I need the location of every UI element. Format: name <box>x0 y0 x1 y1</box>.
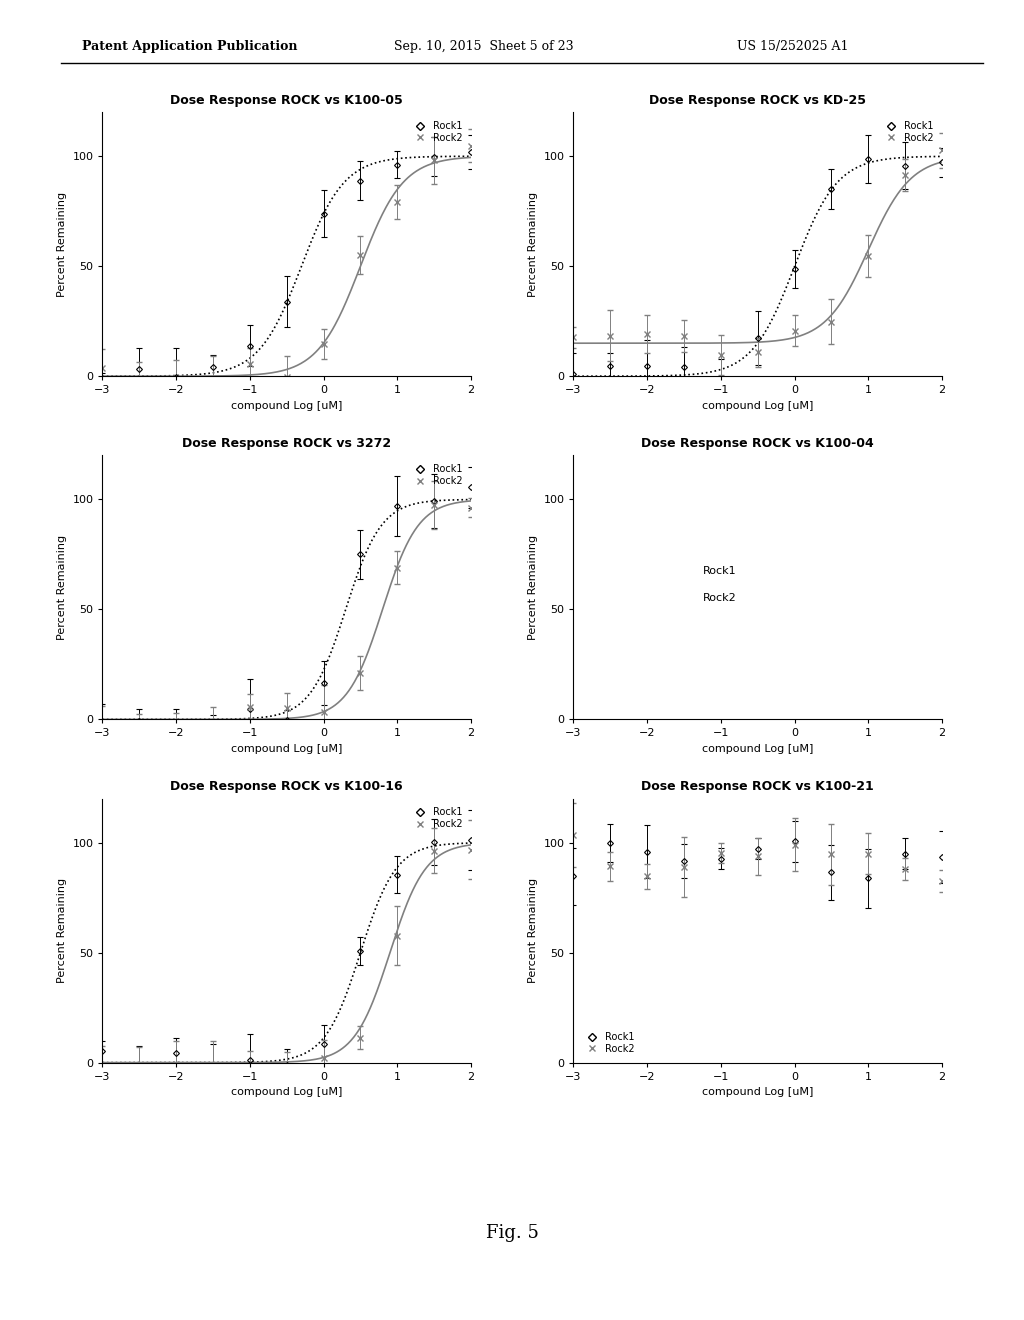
Y-axis label: Percent Remaining: Percent Remaining <box>56 878 67 983</box>
Title: Dose Response ROCK vs 3272: Dose Response ROCK vs 3272 <box>182 437 391 450</box>
X-axis label: compound Log [uM]: compound Log [uM] <box>231 1088 342 1097</box>
Legend: Rock1, Rock2: Rock1, Rock2 <box>579 1028 638 1057</box>
Legend: Rock1, Rock2: Rock1, Rock2 <box>407 117 466 147</box>
X-axis label: compound Log [uM]: compound Log [uM] <box>231 744 342 754</box>
Title: Dose Response ROCK vs K100-05: Dose Response ROCK vs K100-05 <box>170 94 403 107</box>
Legend: Rock1, Rock2: Rock1, Rock2 <box>407 461 466 490</box>
Title: Dose Response ROCK vs K100-04: Dose Response ROCK vs K100-04 <box>641 437 874 450</box>
Title: Dose Response ROCK vs K100-21: Dose Response ROCK vs K100-21 <box>641 780 874 793</box>
Text: Rock1: Rock1 <box>702 566 736 577</box>
Legend: Rock1, Rock2: Rock1, Rock2 <box>407 804 466 833</box>
X-axis label: compound Log [uM]: compound Log [uM] <box>702 1088 813 1097</box>
Y-axis label: Percent Remaining: Percent Remaining <box>56 535 67 640</box>
Title: Dose Response ROCK vs K100-16: Dose Response ROCK vs K100-16 <box>170 780 403 793</box>
Y-axis label: Percent Remaining: Percent Remaining <box>527 191 538 297</box>
Text: US 15/252025 A1: US 15/252025 A1 <box>737 40 849 53</box>
Title: Dose Response ROCK vs KD-25: Dose Response ROCK vs KD-25 <box>649 94 866 107</box>
X-axis label: compound Log [uM]: compound Log [uM] <box>231 401 342 411</box>
Text: Sep. 10, 2015  Sheet 5 of 23: Sep. 10, 2015 Sheet 5 of 23 <box>394 40 573 53</box>
Text: Rock2: Rock2 <box>702 593 736 603</box>
Text: Patent Application Publication: Patent Application Publication <box>82 40 297 53</box>
X-axis label: compound Log [uM]: compound Log [uM] <box>702 744 813 754</box>
Legend: Rock1, Rock2: Rock1, Rock2 <box>878 117 937 147</box>
X-axis label: compound Log [uM]: compound Log [uM] <box>702 401 813 411</box>
Y-axis label: Percent Remaining: Percent Remaining <box>527 878 538 983</box>
Y-axis label: Percent Remaining: Percent Remaining <box>56 191 67 297</box>
Y-axis label: Percent Remaining: Percent Remaining <box>527 535 538 640</box>
Text: Fig. 5: Fig. 5 <box>485 1224 539 1242</box>
